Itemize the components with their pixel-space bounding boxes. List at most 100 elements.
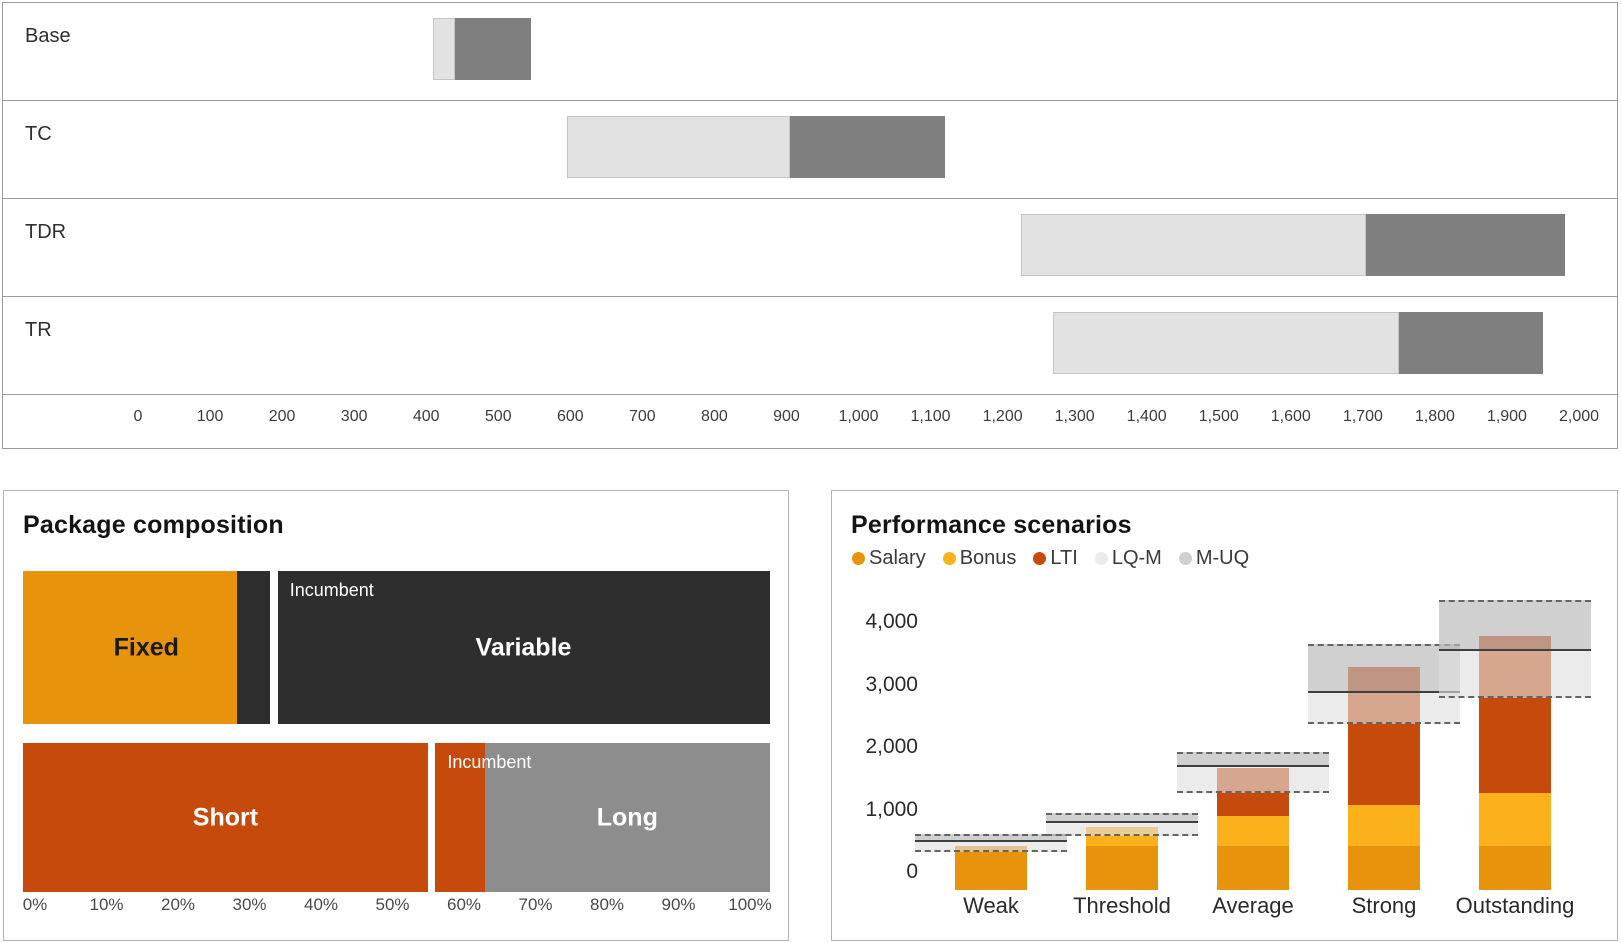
market-row: Base (3, 3, 1617, 101)
package-x-tick-label: 40% (303, 895, 339, 914)
band-median-to-uq (1046, 812, 1198, 822)
legend-dot-icon (1178, 552, 1192, 565)
performance-y-tick-label: 3,000 (865, 672, 918, 696)
range-median-to-uq-bar (790, 116, 945, 178)
performance-plot: 0 1,000 2,000 3,000 4,000 Weak Threshold Averag… (832, 491, 1617, 940)
range-lq-to-median-bar (566, 116, 791, 178)
package-x-tick-label: 10% (89, 895, 124, 914)
median-line (1439, 648, 1591, 651)
bonus-bar-segment (1217, 815, 1289, 847)
band-median-to-uq (1308, 643, 1460, 693)
band-lq-to-median (1177, 766, 1329, 793)
band-lq-to-median (1439, 649, 1591, 699)
legend-label: M-UQ (1195, 547, 1250, 569)
legend-label: LTI (1050, 547, 1078, 569)
package-row: Short Long Incumbent (23, 743, 770, 892)
market-x-tick-label: 1,700 (1342, 408, 1383, 425)
legend-item-salary: Salary (852, 547, 926, 570)
market-range-rows: Base TC TDR TR (3, 3, 1617, 395)
package-x-tick-label: 30% (232, 895, 267, 914)
performance-y-tick-label: 2,000 (865, 735, 918, 758)
band-lq-to-median (915, 841, 1067, 853)
market-x-tick-label: 1,600 (1270, 408, 1311, 425)
legend-dot-icon (1094, 552, 1108, 565)
market-x-axis: 0 100 200 300 400 500 600 700 800 900 1,000 1,100 1,… (3, 395, 1617, 447)
market-row: TDR (3, 199, 1617, 297)
performance-legend: Salary Bonus LTI LQ-M M-UQ (852, 547, 1249, 570)
package-x-tick-label: 0% (22, 895, 48, 914)
market-x-tick-label: 1,900 (1486, 408, 1527, 425)
package-segment-label: Short (192, 803, 259, 831)
performance-category-label: Weak (963, 893, 1019, 918)
performance-category-label: Threshold (1073, 893, 1171, 918)
package-x-tick-label: 80% (589, 895, 625, 914)
package-segment-label: Variable (475, 633, 572, 661)
market-row-label: TDR (25, 221, 67, 243)
median-line (1046, 820, 1198, 823)
legend-label: Bonus (959, 547, 1017, 569)
market-row-label: TC (25, 123, 52, 145)
incumbent-label: Incumbent (447, 752, 532, 772)
market-x-tick-label: 500 (484, 408, 512, 425)
package-segment (23, 571, 237, 724)
bonus-bar-segment (1348, 804, 1420, 847)
package-composition-panel: Package composition Fixed Variable Incumbe… (3, 490, 789, 941)
band-median-to-uq (915, 833, 1067, 842)
market-x-tick-label: 2,000 (1558, 408, 1600, 425)
market-x-tick-label: 300 (340, 408, 368, 425)
legend-dot-icon (852, 552, 865, 565)
market-x-tick-label: 1,000 (838, 408, 879, 425)
performance-y-tick-label: 4,000 (865, 610, 918, 633)
package-segment (277, 571, 770, 724)
salary-bar-segment (1348, 846, 1420, 890)
salary-bar-segment (1086, 846, 1158, 890)
range-median-to-uq-bar (1366, 214, 1565, 276)
range-lq-to-median-bar (1020, 214, 1367, 276)
performance-category-label: Average (1212, 893, 1294, 918)
legend-item-lti: LTI (1033, 547, 1078, 570)
range-median-to-uq-bar (455, 18, 531, 80)
salary-bar-segment (1217, 846, 1289, 890)
salary-bar-segment (955, 846, 1027, 890)
legend-dot-icon (1033, 552, 1047, 565)
market-x-tick-label: 900 (773, 408, 800, 425)
market-x-tick-label: 400 (412, 408, 440, 425)
performance-category-label: Strong (1351, 893, 1417, 918)
performance-y-tick-label: 0 (906, 860, 918, 883)
market-x-tick-label: 200 (268, 408, 296, 425)
bonus-bar-segment (1479, 792, 1551, 847)
legend-dot-icon (942, 552, 956, 565)
legend-item-lq-m: LQ-M (1094, 547, 1162, 570)
market-x-tick-label: 1,400 (1126, 408, 1167, 425)
package-x-tick-label: 20% (160, 895, 196, 914)
package-composition-blocks: Fixed Variable Incumbent Short Long Incumbent (23, 491, 770, 940)
package-segment (484, 743, 770, 892)
range-lq-to-median-bar (1053, 312, 1399, 374)
market-row-label: TR (25, 319, 52, 341)
median-line (915, 840, 1067, 843)
market-x-tick-label: 0 (133, 408, 143, 425)
band-lq-to-median (1046, 821, 1198, 836)
median-line (1308, 691, 1460, 694)
band-median-to-uq (1177, 751, 1329, 767)
performance-y-tick-label: 1,000 (865, 797, 918, 821)
median-line (1177, 765, 1329, 768)
band-lq-to-median (1308, 692, 1460, 724)
package-segment-label: Fixed (113, 633, 179, 661)
package-x-tick-label: 50% (375, 895, 410, 914)
package-x-tick-label: 90% (661, 895, 696, 914)
package-row: Fixed Variable Incumbent (23, 571, 770, 724)
package-composition-title: Package composition (23, 511, 284, 539)
market-x-tick-label: 800 (701, 408, 728, 425)
market-x-tick-label: 1,500 (1198, 408, 1239, 425)
market-x-tick-label: 1,100 (910, 408, 951, 425)
incumbent-label: Incumbent (289, 580, 374, 600)
legend-label: Salary (869, 547, 926, 569)
package-segment (435, 743, 485, 892)
package-x-tick-label: 100% (728, 895, 772, 914)
market-x-tick-label: 100 (196, 408, 224, 425)
package-x-tick-label: 60% (446, 895, 482, 914)
package-segment (236, 571, 270, 724)
package-segment-label: Long (596, 803, 658, 831)
market-x-tick-label: 700 (628, 408, 656, 425)
